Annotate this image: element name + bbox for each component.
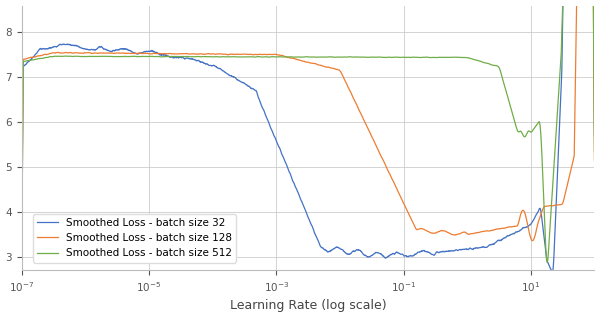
Smoothed Loss - batch size 128	[263, 53, 270, 57]
X-axis label: Learning Rate (log scale): Learning Rate (log scale)	[230, 300, 386, 313]
Smoothed Loss - batch size 128	[118, 51, 125, 55]
Smoothed Loss - batch size 512	[83, 55, 91, 59]
Legend: Smoothed Loss - batch size 32, Smoothed Loss - batch size 128, Smoothed Loss - b: Smoothed Loss - batch size 32, Smoothed …	[33, 214, 236, 263]
Smoothed Loss - batch size 512	[19, 225, 26, 228]
Smoothed Loss - batch size 128	[19, 224, 26, 227]
Smoothed Loss - batch size 512	[118, 55, 125, 59]
Smoothed Loss - batch size 128	[529, 239, 536, 243]
Smoothed Loss - batch size 512	[263, 55, 270, 59]
Smoothed Loss - batch size 128	[591, 159, 598, 163]
Smoothed Loss - batch size 512	[544, 260, 551, 264]
Smoothed Loss - batch size 32	[238, 80, 245, 84]
Smoothed Loss - batch size 128	[83, 51, 91, 55]
Smoothed Loss - batch size 32	[263, 115, 270, 119]
Smoothed Loss - batch size 32	[591, 134, 598, 138]
Line: Smoothed Loss - batch size 32: Smoothed Loss - batch size 32	[22, 0, 595, 272]
Line: Smoothed Loss - batch size 128: Smoothed Loss - batch size 128	[22, 0, 595, 241]
Smoothed Loss - batch size 32	[83, 47, 91, 51]
Smoothed Loss - batch size 32	[19, 227, 26, 231]
Smoothed Loss - batch size 512	[238, 55, 245, 59]
Smoothed Loss - batch size 32	[118, 47, 125, 51]
Smoothed Loss - batch size 512	[591, 150, 598, 154]
Smoothed Loss - batch size 128	[518, 210, 525, 214]
Smoothed Loss - batch size 512	[518, 130, 525, 134]
Smoothed Loss - batch size 32	[549, 270, 556, 274]
Smoothed Loss - batch size 128	[238, 52, 245, 56]
Line: Smoothed Loss - batch size 512: Smoothed Loss - batch size 512	[22, 0, 595, 262]
Smoothed Loss - batch size 32	[518, 227, 525, 231]
